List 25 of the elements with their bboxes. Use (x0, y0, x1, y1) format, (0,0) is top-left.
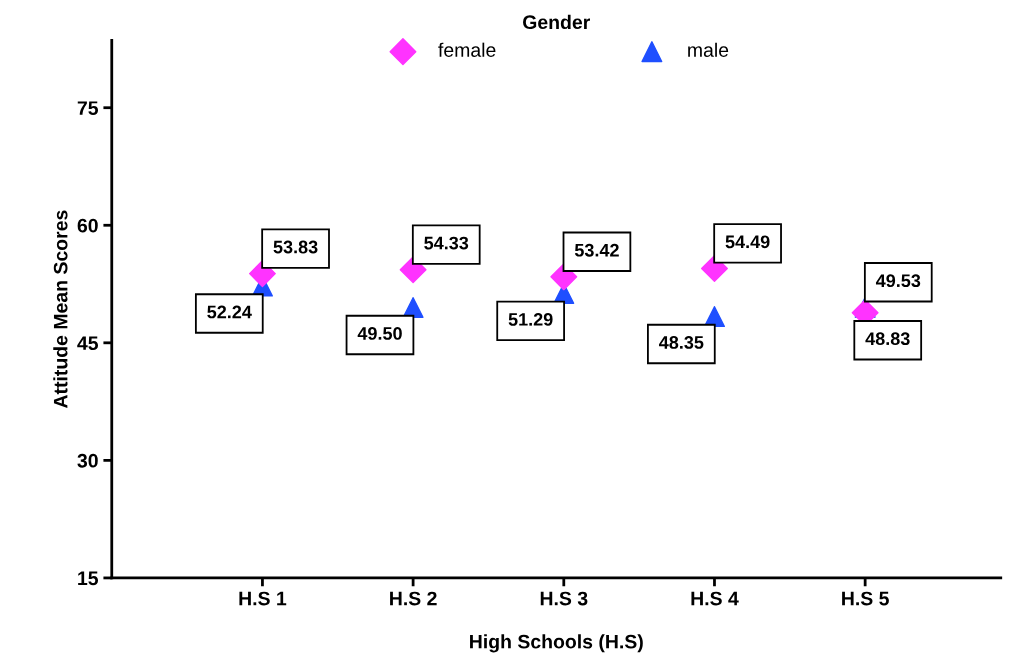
legend-label: female (438, 42, 496, 57)
data-label: 48.83 (865, 332, 910, 346)
x-tick-label: H.S 3 (540, 591, 588, 606)
data-label: 49.50 (357, 327, 402, 340)
legend-label: male (688, 42, 729, 57)
data-label: 52.24 (207, 305, 252, 319)
data-label: 53.83 (273, 240, 318, 254)
y-axis-title: Attitude Mean Scores (53, 210, 68, 409)
legend-title: Gender (523, 14, 591, 30)
data-label: 48.35 (659, 336, 704, 349)
data-label: 51.29 (508, 313, 553, 326)
x-tick-label: H.S 4 (691, 591, 739, 606)
y-tick-label: 45 (77, 336, 99, 351)
data-label: 53.42 (574, 243, 619, 257)
x-tick-label: H.S 2 (390, 591, 437, 606)
data-label: 54.49 (725, 235, 770, 249)
data-label: 49.53 (875, 274, 921, 288)
x-tick-label: H.S 5 (842, 591, 889, 606)
x-tick-label: H.S 1 (239, 591, 287, 606)
y-tick-label: 75 (77, 101, 99, 115)
y-tick-label: 30 (77, 453, 98, 468)
x-axis-title: High Schools (H.S) (470, 634, 643, 653)
data-label: 54.33 (424, 236, 469, 250)
y-tick-label: 60 (77, 218, 98, 233)
y-tick-label: 15 (78, 571, 99, 586)
